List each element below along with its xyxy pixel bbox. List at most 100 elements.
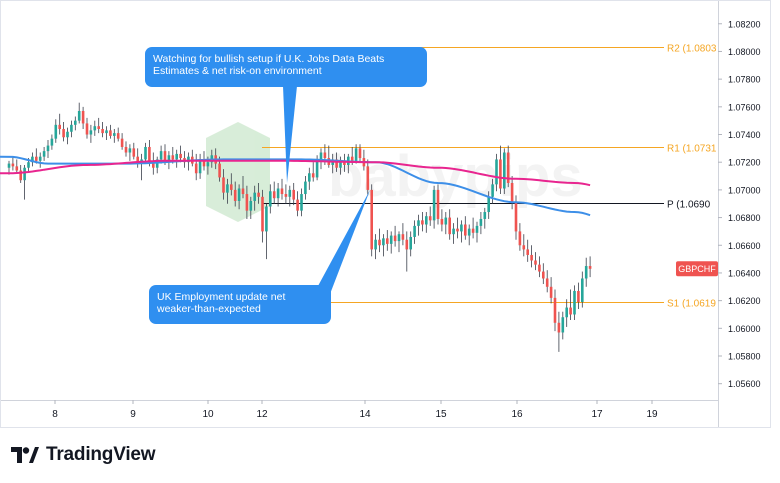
candle [124,141,128,157]
candle-body [11,163,15,167]
candle [276,182,280,207]
candle-body [152,162,155,168]
candle [573,285,576,321]
candle [432,185,436,229]
candle-body [38,156,42,161]
candle [456,217,459,239]
candle-body [269,191,272,207]
candle [257,182,260,204]
candle [452,223,455,244]
candle [11,156,15,171]
candle [272,181,276,204]
candle-body [343,162,346,165]
candle-body [460,224,463,232]
candle-body [569,307,572,315]
candle [113,128,116,143]
last-price-tag-label: GBPCHF [678,264,716,274]
candle [249,196,253,219]
candle [503,148,506,195]
y-tick-label: 1.05600 [728,379,761,389]
tradingview-brand[interactable]: TradingView [11,444,156,466]
x-tick-label: 10 [202,409,214,420]
candle [183,151,186,168]
candle [70,120,73,138]
candle [366,159,370,196]
candle [405,231,409,272]
candle-body [245,194,249,211]
candle [518,223,522,251]
candle-body [62,128,65,138]
candle [245,185,249,219]
candle [467,224,471,246]
candle-body [81,110,85,124]
candle-body [382,238,385,246]
candle [66,127,69,145]
candle-body [35,156,38,161]
candle-body [581,278,584,303]
candle [491,178,494,204]
candle-body [308,173,311,182]
candle [222,169,225,200]
candle-body [315,160,319,178]
candle [284,184,288,204]
candle-body [284,194,288,197]
candle-body [545,278,549,287]
candle [253,185,256,211]
candle [269,184,272,214]
candle [409,231,412,257]
candle [261,189,264,243]
candle [116,127,120,142]
candle-body [339,162,342,168]
x-tick-label: 12 [256,409,268,420]
candle [241,176,245,199]
candle-body [588,266,592,269]
x-tick-label: 15 [435,409,447,420]
candle-body [261,196,264,232]
candle [413,220,416,244]
candle [42,146,46,161]
candle [144,142,147,164]
candle-body [175,153,178,160]
candle [495,153,498,192]
candle [311,162,315,182]
y-tick-label: 1.07800 [728,75,761,85]
candle [440,209,444,232]
candle-body [167,155,171,161]
candle [140,153,143,181]
candle-body [124,146,128,153]
candle-body [553,297,557,323]
candle [58,113,61,135]
candle-body [218,163,221,178]
candle [304,176,307,200]
candle-body [378,239,381,246]
candle [19,164,22,183]
candle [109,124,112,139]
candle-body [132,148,136,157]
candle-body [272,191,276,199]
candle-body [374,239,377,250]
candle [534,252,537,271]
candle-body [230,184,233,190]
candle-body [97,126,100,129]
candle-body [276,188,280,199]
candle-body [280,188,284,195]
callout-top-pointer [283,86,297,183]
candle-body [202,159,206,167]
candle [436,184,440,225]
candle [448,209,451,240]
candle [128,144,132,161]
last-price-tag: GBPCHF [676,261,718,277]
candle-body [467,228,471,236]
candle-body [120,138,124,147]
candle-body [113,133,116,136]
candle-body [358,148,362,159]
candle-body [354,148,358,161]
x-tick-label: 19 [646,409,658,420]
candle-body [518,231,522,246]
callout-top-text: Watching for bullish setup if U.K. Jobs … [153,53,385,77]
candle [175,149,178,168]
candle-body [514,202,518,232]
candle [542,263,545,285]
candle-body [206,162,210,167]
